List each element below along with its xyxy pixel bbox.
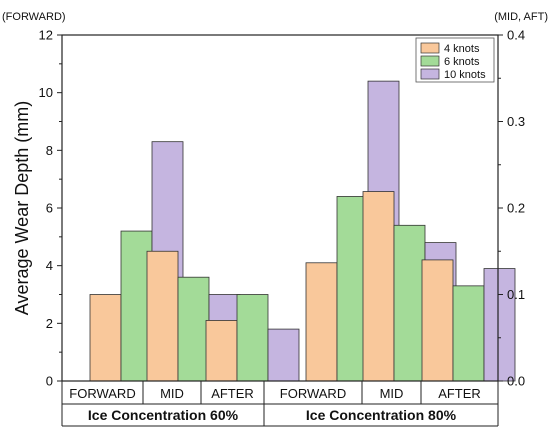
bar — [362, 191, 395, 382]
right-tick-label: 0.2 — [507, 201, 525, 216]
legend-label: 4 knots — [444, 43, 480, 55]
right-tick-label: 0.0 — [507, 374, 525, 389]
right-axis-note: (MID, AFT) — [494, 11, 548, 23]
category-label: FORWARD — [280, 386, 346, 401]
left-tick-label: 0 — [46, 374, 53, 389]
bar — [421, 259, 454, 382]
legend-label: 10 knots — [444, 69, 486, 81]
y-axis-title: Average Wear Depth (mm) — [12, 101, 32, 315]
category-label: MID — [380, 386, 404, 401]
legend-label: 6 knots — [444, 56, 480, 68]
right-axis: 0.0 0.1 0.2 0.3 0.4 — [498, 28, 525, 389]
left-axis-note: (FORWARD) — [2, 11, 66, 23]
bar — [305, 262, 338, 382]
bar — [236, 294, 269, 382]
right-tick-label: 0.3 — [507, 114, 525, 129]
bar — [146, 250, 179, 382]
left-tick-label: 12 — [39, 28, 53, 43]
category-label: AFTER — [438, 386, 481, 401]
left-tick-label: 6 — [46, 201, 53, 216]
legend-swatch — [420, 42, 440, 54]
right-tick-label: 0.1 — [507, 287, 525, 302]
left-tick-label: 4 — [46, 258, 53, 273]
category-label: MID — [160, 386, 184, 401]
bar — [452, 285, 485, 382]
left-tick-label: 2 — [46, 316, 53, 331]
bar — [89, 294, 122, 382]
category-box: FORWARD MID AFTER FORWARD MID AFTER Ice Concen… — [61, 381, 499, 427]
bar — [483, 268, 516, 382]
category-label: FORWARD — [69, 386, 135, 401]
legend-swatch — [420, 55, 440, 67]
bar — [393, 224, 426, 382]
bar — [205, 320, 238, 382]
category-label: AFTER — [211, 386, 254, 401]
left-axis: 0 2 4 6 8 10 12 — [39, 28, 62, 389]
bar — [267, 328, 300, 382]
bar — [177, 276, 210, 382]
bars — [89, 80, 516, 382]
group-label: Ice Concentration 80% — [306, 407, 457, 423]
left-tick-label: 10 — [39, 85, 53, 100]
right-tick-label: 0.4 — [507, 28, 525, 43]
group-label: Ice Concentration 60% — [88, 407, 239, 423]
left-tick-label: 8 — [46, 143, 53, 158]
legend-swatch — [420, 68, 440, 80]
